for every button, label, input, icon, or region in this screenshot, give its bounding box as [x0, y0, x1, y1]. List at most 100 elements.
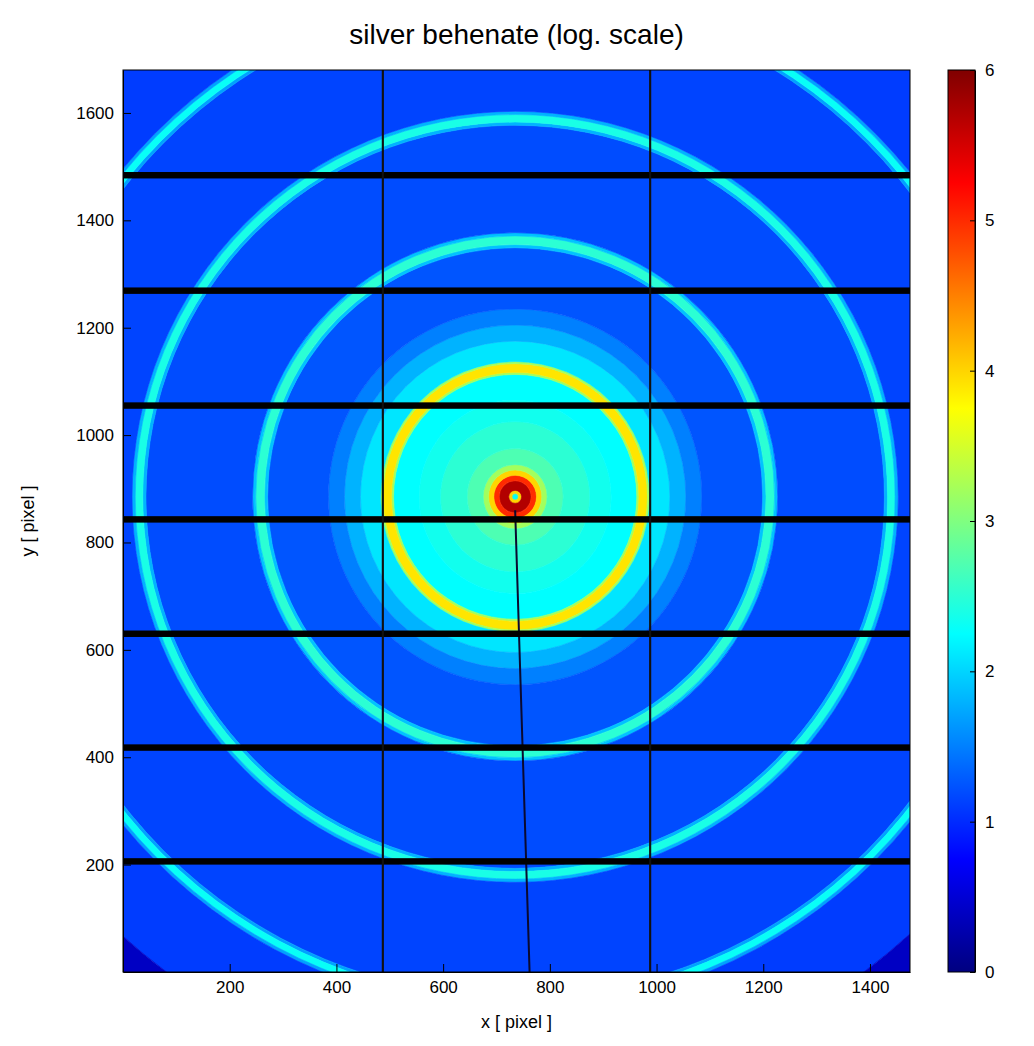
- annulus: [123, 70, 910, 972]
- tick-label: 600: [86, 641, 114, 660]
- tick: 400: [86, 748, 131, 767]
- tick: 1: [970, 813, 994, 832]
- tick-mark: [123, 220, 131, 221]
- annulus: [344, 325, 685, 669]
- tick: 4: [970, 362, 994, 381]
- tick: 0: [970, 963, 994, 982]
- tick: 800: [86, 533, 131, 552]
- annulus: [146, 125, 884, 868]
- tick-mark: [123, 113, 131, 114]
- gap-column: [382, 70, 384, 972]
- tick-mark: [550, 964, 551, 972]
- gap-row: [123, 858, 910, 864]
- tick-mark: [123, 435, 131, 436]
- annulus: [253, 233, 778, 761]
- tick-label: 400: [323, 978, 351, 997]
- chart-title: silver behenate (log. scale): [349, 19, 684, 50]
- tick-mark: [870, 964, 871, 972]
- tick-label: 3: [985, 512, 994, 531]
- tick-mark: [336, 964, 337, 972]
- tick-mark: [970, 70, 975, 71]
- annulus: [123, 70, 910, 972]
- x-axis: 200 400 600 800 1000 1200 1400: [124, 964, 911, 997]
- gap-row: [123, 172, 910, 178]
- gap-row: [123, 631, 910, 637]
- tick-mark: [970, 220, 975, 221]
- tick: 600: [86, 641, 131, 660]
- tick-mark: [970, 671, 975, 672]
- plot-frame: [123, 70, 910, 972]
- gap-row: [123, 516, 910, 522]
- tick-label: 2: [985, 662, 994, 681]
- tick-label: 1000: [76, 426, 114, 445]
- tick: 5: [970, 211, 994, 230]
- annulus: [440, 422, 589, 572]
- tick-label: 5: [985, 211, 994, 230]
- tick: 200: [86, 856, 131, 875]
- annulus: [360, 341, 669, 652]
- tick: 2: [970, 662, 994, 681]
- tick-mark: [443, 964, 444, 972]
- tick-mark: [970, 371, 975, 372]
- colorbar-axis: 0 1 2 3 4 5 6: [970, 61, 994, 982]
- tick-mark: [657, 964, 658, 972]
- tick: 400: [323, 964, 351, 997]
- tick-label: 0: [985, 963, 994, 982]
- beamstop: [515, 510, 529, 972]
- tick: 3: [970, 512, 994, 531]
- tick-label: 1600: [76, 104, 114, 123]
- annulus: [135, 115, 895, 880]
- annulus: [256, 236, 775, 758]
- plot-area: [123, 70, 910, 972]
- tick-mark: [970, 972, 975, 973]
- tick-label: 1400: [76, 211, 114, 230]
- tick: 1000: [638, 964, 676, 997]
- tick-mark: [970, 822, 975, 823]
- tick: 200: [216, 964, 244, 997]
- annulus: [123, 70, 910, 972]
- tick-mark: [123, 650, 131, 651]
- tick: 1400: [852, 964, 890, 997]
- annulus: [328, 309, 701, 685]
- x-axis-title: x [ pixel ]: [481, 1012, 552, 1032]
- tick-mark: [230, 964, 231, 972]
- annulus: [381, 362, 650, 633]
- tick-label: 1: [985, 813, 994, 832]
- annulus: [132, 111, 898, 882]
- tick-mark: [123, 542, 131, 543]
- tick-label: 1200: [76, 319, 114, 338]
- annulus: [394, 374, 637, 619]
- detector-gaps: [123, 70, 910, 972]
- annulus: [123, 70, 910, 972]
- colorbar: [948, 70, 975, 972]
- annulus: [123, 70, 910, 972]
- annulus: [391, 372, 639, 621]
- tick-label: 800: [86, 533, 114, 552]
- tick: 600: [429, 964, 457, 997]
- annulus: [143, 122, 888, 872]
- tick-label: 200: [86, 856, 114, 875]
- tick-label: 1400: [852, 978, 890, 997]
- tick-label: 800: [536, 978, 564, 997]
- tick: 1200: [745, 964, 783, 997]
- gap-row: [123, 744, 910, 750]
- tick-mark: [123, 328, 131, 329]
- gap-row: [123, 402, 910, 408]
- tick-label: 600: [429, 978, 457, 997]
- tick-mark: [763, 964, 764, 972]
- tick-mark: [970, 521, 975, 522]
- annulus: [123, 70, 910, 972]
- tick-mark: [123, 865, 131, 866]
- annulus: [509, 490, 522, 503]
- tick-label: 1200: [745, 978, 783, 997]
- gap-column: [649, 70, 651, 972]
- y-axis-title: y [ pixel ]: [18, 485, 38, 556]
- tick-label: 6: [985, 61, 994, 80]
- tick: 800: [536, 964, 564, 997]
- annulus: [419, 400, 611, 593]
- tick-mark: [123, 757, 131, 758]
- axis-line: [975, 71, 976, 973]
- chart-svg: 200 400 600 800 1000 1200 1400 200 400 600 800 1000…: [0, 0, 1034, 1046]
- annulus: [268, 248, 763, 746]
- tick: 6: [970, 61, 994, 80]
